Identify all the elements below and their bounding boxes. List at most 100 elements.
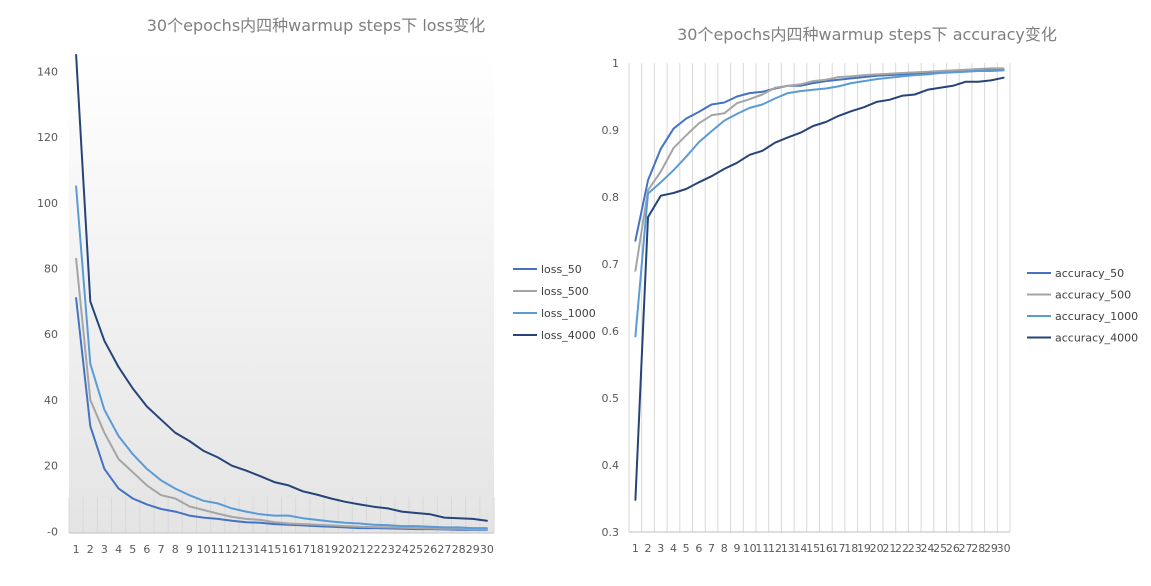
- x-tick-label: 24: [920, 542, 934, 555]
- series-line-accuracy-4000: [634, 76, 1005, 501]
- y-tick-label: 1: [612, 57, 619, 70]
- x-tick-label: 27: [959, 542, 973, 555]
- x-tick-label: 15: [806, 542, 820, 555]
- x-tick-label: 14: [793, 542, 807, 555]
- x-tick-label: 16: [819, 542, 833, 555]
- y-tick-label: 0.6: [602, 325, 620, 338]
- legend-label: loss_4000: [541, 329, 596, 342]
- x-tick-label: 23: [381, 543, 395, 556]
- x-tick-label: 10: [197, 543, 211, 556]
- x-tick-label: 29: [466, 543, 480, 556]
- x-tick-label: 24: [395, 543, 409, 556]
- legend-label: loss_1000: [541, 307, 596, 320]
- y-tick-label: 20: [44, 460, 58, 473]
- loss-x-axis: 1 2 3 4 5 6 7 8 9 10 11 12 13 14 15 16 17 18 19 20 21 22 23 24 2…: [73, 543, 494, 556]
- series-line-loss-500: [75, 257, 488, 531]
- x-tick-label: 8: [721, 542, 728, 555]
- x-tick-label: 26: [946, 542, 960, 555]
- legend-label: accuracy_50: [1055, 267, 1124, 280]
- x-tick-label: 13: [781, 542, 795, 555]
- series-line-accuracy-1000: [634, 69, 1005, 338]
- y-tick-label: 80: [44, 263, 58, 276]
- x-tick-label: 8: [172, 543, 179, 556]
- loss-y-axis: -0 20 40 60 80 100 120 140: [37, 65, 58, 538]
- x-tick-label: 9: [186, 543, 193, 556]
- x-tick-label: 25: [933, 542, 947, 555]
- x-tick-label: 1: [632, 542, 639, 555]
- x-tick-label: 30: [997, 542, 1011, 555]
- accuracy-series-lines: [634, 67, 1005, 501]
- loss-chart: 30个epochs内四种warmup steps下 loss变化 -0 20 40 6…: [37, 16, 596, 556]
- x-tick-label: 11: [211, 543, 225, 556]
- x-tick-label: 7: [158, 543, 165, 556]
- legend-label: accuracy_4000: [1055, 332, 1138, 345]
- x-tick-label: 14: [253, 543, 267, 556]
- y-tick-label: 0.5: [602, 392, 620, 405]
- x-tick-label: 22: [895, 542, 909, 555]
- x-tick-label: 15: [267, 543, 281, 556]
- accuracy-y-axis: 0.3 0.4 0.5 0.6 0.7 0.8 0.9 1: [602, 57, 620, 539]
- series-line-loss-4000: [75, 54, 488, 522]
- y-tick-label: 0.9: [602, 124, 620, 137]
- accuracy-chart-title: 30个epochs内四种warmup steps下 accuracy变化: [677, 25, 1057, 44]
- x-tick-label: 26: [423, 543, 437, 556]
- x-tick-label: 29: [984, 542, 998, 555]
- y-tick-label: 140: [37, 65, 58, 78]
- x-tick-label: 21: [352, 543, 366, 556]
- loss-chart-title: 30个epochs内四种warmup steps下 loss变化: [147, 16, 486, 35]
- y-tick-label: 0.3: [602, 526, 620, 539]
- x-tick-label: 6: [695, 542, 702, 555]
- x-tick-label: 12: [225, 543, 239, 556]
- x-tick-label: 10: [743, 542, 757, 555]
- series-line-loss-1000: [75, 185, 488, 530]
- loss-plot-background: [69, 52, 494, 533]
- x-tick-label: 28: [452, 543, 466, 556]
- x-tick-label: 3: [101, 543, 108, 556]
- x-tick-label: 20: [338, 543, 352, 556]
- y-tick-label: 100: [37, 197, 58, 210]
- accuracy-legend: accuracy_50 accuracy_500 accuracy_1000accu…: [1027, 267, 1138, 345]
- x-tick-label: 6: [143, 543, 150, 556]
- x-tick-label: 21: [882, 542, 896, 555]
- x-tick-label: 12: [768, 542, 782, 555]
- x-tick-label: 18: [844, 542, 858, 555]
- x-tick-label: 27: [437, 543, 451, 556]
- x-tick-label: 18: [310, 543, 324, 556]
- x-tick-label: 28: [971, 542, 985, 555]
- x-tick-label: 5: [129, 543, 136, 556]
- y-tick-label: 0.7: [602, 258, 620, 271]
- x-tick-label: 3: [657, 542, 664, 555]
- x-tick-label: 30: [480, 543, 494, 556]
- x-tick-label: 9: [733, 542, 740, 555]
- accuracy-gridlines: [628, 63, 1011, 533]
- x-tick-label: 13: [239, 543, 253, 556]
- x-tick-label: 17: [832, 542, 846, 555]
- legend-label: loss_500: [541, 285, 589, 298]
- x-tick-label: 25: [409, 543, 423, 556]
- x-tick-label: 4: [670, 542, 677, 555]
- legend-label: accuracy_500: [1055, 289, 1131, 302]
- y-tick-label: 120: [37, 131, 58, 144]
- x-tick-label: 4: [115, 543, 122, 556]
- loss-legend: loss_50 loss_500 loss_1000 loss_4000: [513, 263, 596, 342]
- x-tick-label: 19: [324, 543, 338, 556]
- x-tick-label: 23: [908, 542, 922, 555]
- accuracy-chart: 30个epochs内四种warmup steps下 accuracy变化 0.3…: [602, 25, 1139, 555]
- x-tick-label: 7: [708, 542, 715, 555]
- x-tick-label: 20: [870, 542, 884, 555]
- y-tick-label: 60: [44, 328, 58, 341]
- x-tick-label: 22: [367, 543, 381, 556]
- legend-label: accuracy_1000: [1055, 310, 1138, 323]
- x-tick-label: 2: [87, 543, 94, 556]
- y-tick-label: 0.4: [602, 459, 620, 472]
- y-tick-label: 40: [44, 394, 58, 407]
- x-tick-label: 1: [73, 543, 80, 556]
- x-tick-label: 11: [755, 542, 769, 555]
- x-tick-label: 2: [645, 542, 652, 555]
- loss-series-lines: [75, 54, 488, 531]
- x-tick-label: 19: [857, 542, 871, 555]
- legend-label: loss_50: [541, 263, 582, 276]
- accuracy-x-axis: 1 2 3 4 5 6 7 8 9 1011121314151617181920212223242…: [632, 542, 1011, 555]
- x-tick-label: 5: [683, 542, 690, 555]
